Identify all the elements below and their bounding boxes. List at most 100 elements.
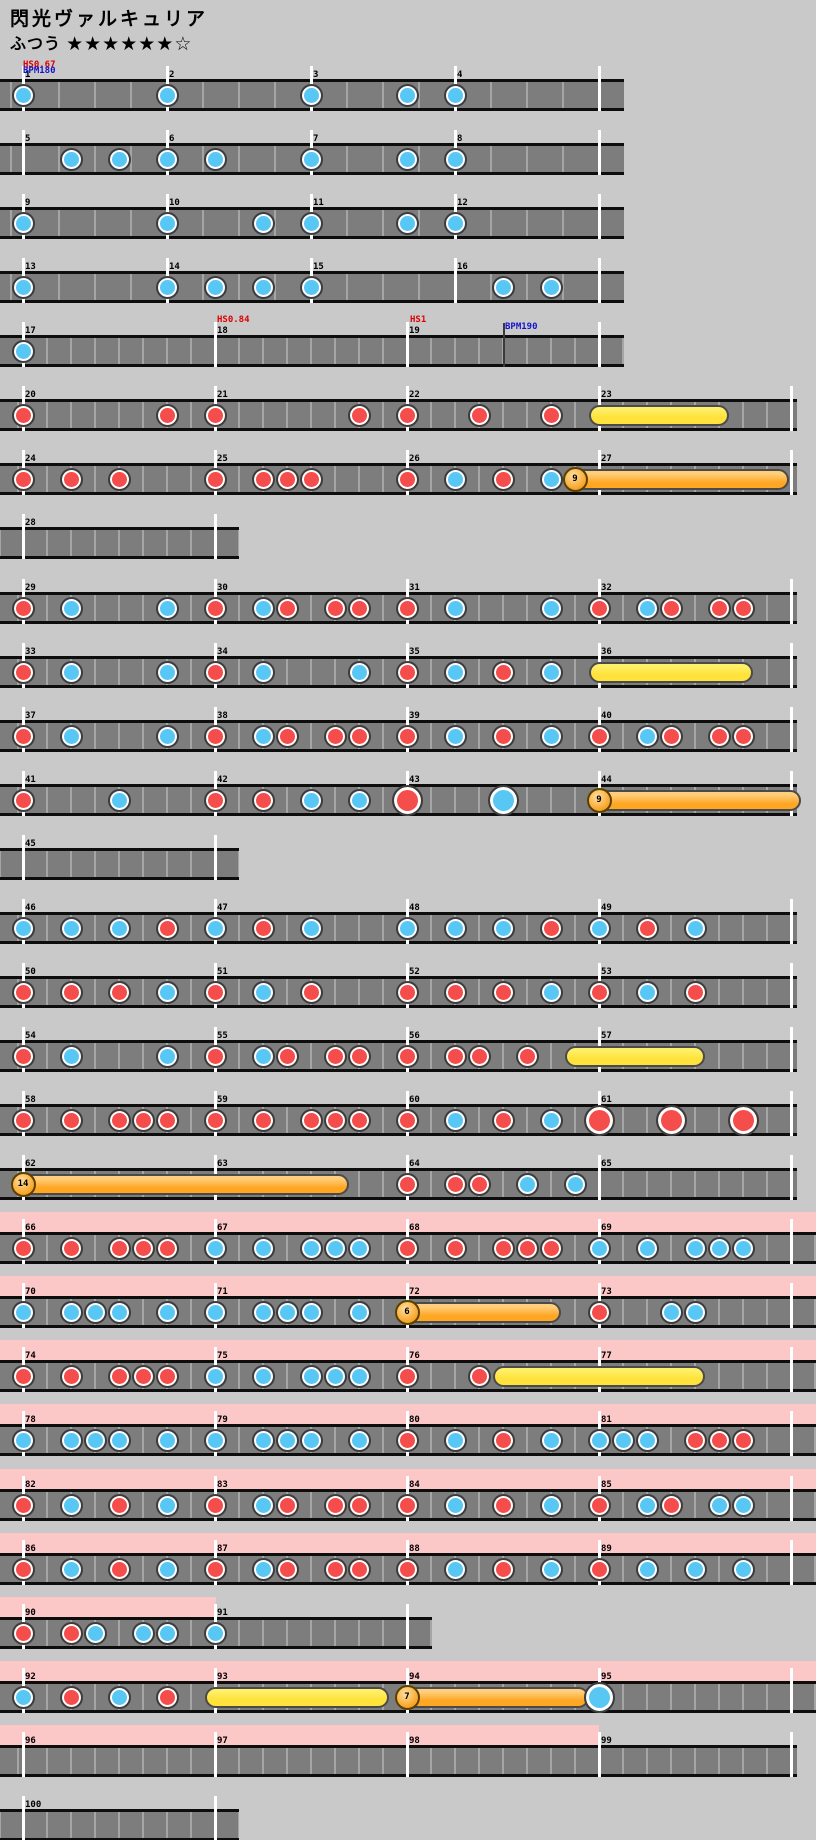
measure-line — [22, 835, 25, 880]
measure-number: 83 — [217, 1480, 228, 1490]
ka-note — [683, 916, 707, 940]
difficulty-row: ふつう ★★★★★★☆ — [10, 30, 192, 55]
measure-line — [790, 1155, 793, 1200]
measure-number: 72 — [409, 1287, 420, 1297]
don-note — [683, 980, 707, 1004]
ka-note — [83, 1621, 107, 1645]
ka-note — [539, 596, 563, 620]
measure-number: 98 — [409, 1736, 420, 1746]
balloon-roll-bar — [13, 1173, 349, 1195]
balloon-roll-bar — [397, 1301, 561, 1323]
don-note — [347, 1108, 371, 1132]
don-note — [467, 403, 491, 427]
measure-line — [790, 643, 793, 688]
measure-line — [214, 1732, 217, 1777]
measure-number: 93 — [217, 1672, 228, 1682]
don-note — [203, 660, 227, 684]
measure-number: 23 — [601, 390, 612, 400]
measure-number: 67 — [217, 1223, 228, 1233]
measure-number: 19 — [409, 326, 420, 336]
measure-number: 29 — [25, 583, 36, 593]
don-note — [11, 1493, 35, 1517]
measure-line — [790, 1732, 793, 1777]
measure-track — [0, 848, 239, 880]
don-note — [107, 1236, 131, 1260]
measure-number: 30 — [217, 583, 228, 593]
don-note — [323, 1557, 347, 1581]
don-note — [395, 1044, 419, 1068]
don-note — [443, 1236, 467, 1260]
measure-line — [790, 1411, 793, 1456]
measure-number: 96 — [25, 1736, 36, 1746]
measure-number: 51 — [217, 967, 228, 977]
ka-note — [299, 1428, 323, 1452]
don-note — [203, 467, 227, 491]
ka-note — [395, 916, 419, 940]
measure-number: 80 — [409, 1415, 420, 1425]
measure-number: 49 — [601, 903, 612, 913]
ka-note — [611, 1428, 635, 1452]
measure-number: 77 — [601, 1351, 612, 1361]
ka-note — [347, 1236, 371, 1260]
measure-number: 92 — [25, 1672, 36, 1682]
measure-number: 47 — [217, 903, 228, 913]
ka-note — [443, 211, 467, 235]
measure-number: 45 — [25, 839, 36, 849]
ka-note — [251, 1044, 275, 1068]
measure-number: 54 — [25, 1031, 36, 1041]
measure-number: 66 — [25, 1223, 36, 1233]
don-note — [203, 1493, 227, 1517]
don-note — [275, 1557, 299, 1581]
measure-number: 9 — [25, 198, 31, 208]
ka-note — [251, 660, 275, 684]
don-note — [155, 916, 179, 940]
ka-note — [683, 1300, 707, 1324]
don-note — [131, 1108, 155, 1132]
don-note — [155, 1685, 179, 1709]
hs-marker: HS0.84 — [217, 315, 250, 325]
don-note — [491, 724, 515, 748]
gogo-time-band — [0, 1725, 599, 1745]
ka-note — [683, 1236, 707, 1260]
ka-note — [539, 724, 563, 748]
ka-note — [539, 1428, 563, 1452]
difficulty-stars: ★★★★★★☆ — [66, 33, 192, 55]
measure-line — [790, 963, 793, 1008]
don-note — [203, 403, 227, 427]
don-note — [11, 467, 35, 491]
measure-number: 42 — [217, 775, 228, 785]
don-note — [491, 467, 515, 491]
ka-note — [59, 1044, 83, 1068]
ka-note — [155, 1493, 179, 1517]
ka-note — [443, 724, 467, 748]
don-note — [491, 980, 515, 1004]
measure-number: 27 — [601, 454, 612, 464]
measure-line — [214, 1796, 217, 1840]
don-note — [11, 1236, 35, 1260]
measure-line — [22, 514, 25, 559]
big-don-note — [727, 1104, 759, 1136]
ka-note — [155, 1300, 179, 1324]
don-note — [659, 1493, 683, 1517]
don-note — [587, 1557, 611, 1581]
ka-note — [59, 1428, 83, 1452]
ka-note — [203, 275, 227, 299]
don-note — [587, 724, 611, 748]
don-note — [59, 1364, 83, 1388]
measure-number: 4 — [457, 70, 463, 80]
big-ka-note — [583, 1681, 615, 1713]
measure-number: 88 — [409, 1544, 420, 1554]
don-note — [251, 467, 275, 491]
don-note — [11, 724, 35, 748]
ka-note — [59, 596, 83, 620]
ka-note — [11, 275, 35, 299]
measure-line — [214, 835, 217, 880]
don-note — [395, 1172, 419, 1196]
ka-note — [11, 1428, 35, 1452]
measure-number: 63 — [217, 1159, 228, 1169]
don-note — [347, 403, 371, 427]
don-note — [203, 724, 227, 748]
don-note — [731, 1428, 755, 1452]
measure-line — [598, 1732, 601, 1777]
measure-number: 48 — [409, 903, 420, 913]
